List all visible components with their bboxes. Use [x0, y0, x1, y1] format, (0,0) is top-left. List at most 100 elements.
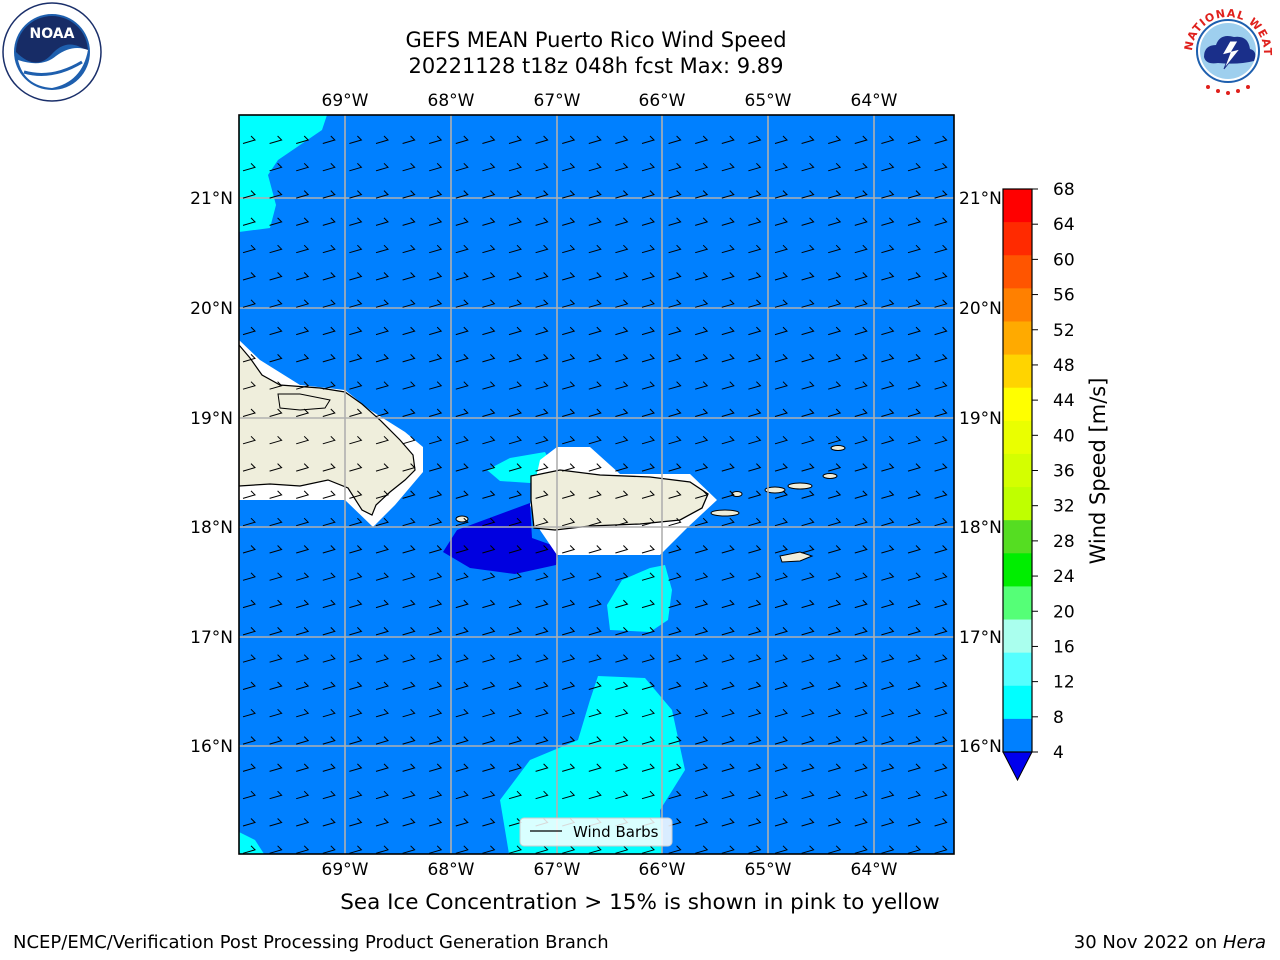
wind-barb — [615, 463, 629, 472]
wind-barb — [748, 572, 762, 581]
wind-barb — [588, 217, 602, 226]
wind-barb — [349, 190, 363, 199]
wind-barb — [881, 599, 895, 609]
wind-barb — [641, 627, 655, 636]
wind-barb — [375, 435, 389, 445]
colorbar-level — [1003, 553, 1032, 588]
wind-barb — [615, 490, 629, 499]
wind-barb — [854, 354, 868, 363]
wind-barb — [322, 135, 336, 144]
wind-barb — [349, 272, 363, 281]
wind-barb — [641, 736, 655, 745]
wind-barb — [854, 572, 868, 581]
map-subtitle: 20221128 t18z 048h fcst Max: 9.89 — [408, 54, 784, 78]
wind-barb — [695, 654, 709, 663]
wind-barb — [269, 763, 283, 772]
colorbar-level — [1003, 420, 1032, 455]
wind-barb — [828, 790, 842, 800]
wind-barb — [508, 845, 522, 854]
wind-barb — [296, 627, 310, 636]
wind-barb — [455, 545, 469, 554]
colorbar-level — [1003, 586, 1032, 621]
wind-barb — [296, 244, 310, 254]
wind-barb — [748, 818, 762, 827]
wind-barb — [508, 408, 522, 417]
wind-barb — [375, 627, 389, 636]
wind-barb — [375, 763, 389, 772]
wind-barb — [508, 217, 522, 226]
wind-barb — [562, 572, 576, 581]
wind-barb — [854, 545, 868, 554]
wind-barb — [774, 845, 788, 854]
wind-barb — [535, 545, 549, 554]
wind-barb — [242, 708, 256, 718]
wind-barb — [375, 408, 389, 417]
wind-barb — [721, 463, 735, 472]
wind-barb — [695, 326, 709, 336]
wind-barb — [588, 244, 602, 254]
wind-barb — [269, 354, 283, 363]
wind-barb — [641, 272, 655, 281]
wind-barb — [721, 244, 735, 254]
wind-barb — [296, 408, 310, 417]
wind-barb — [535, 654, 549, 663]
wind-barb — [907, 299, 921, 308]
wind-barb — [641, 599, 655, 609]
colorbar-level — [1003, 453, 1032, 488]
wind-barb — [721, 490, 735, 499]
wind-barb — [429, 326, 443, 336]
wind-barb — [641, 763, 655, 772]
wind-barb — [854, 326, 868, 336]
wind-barb — [748, 463, 762, 472]
wind-barb — [907, 381, 921, 390]
wind-barb — [934, 763, 948, 772]
wind-barb — [508, 490, 522, 499]
wind-barb — [455, 354, 469, 363]
nws-logo-icon: NATIONAL WEATHER SERVICE — [1178, 1, 1276, 99]
wind-barb — [615, 190, 629, 199]
wind-barb — [828, 354, 842, 363]
colorbar-tick-label: 12 — [1053, 673, 1075, 693]
wind-barb — [774, 135, 788, 144]
wind-contour-northwest — [239, 115, 327, 232]
lat-label: 17°N — [959, 628, 1002, 648]
wind-barb — [854, 244, 868, 254]
wind-barb — [429, 244, 443, 254]
wind-barb — [641, 654, 655, 663]
wind-barb — [482, 599, 496, 609]
wind-barb — [934, 627, 948, 636]
wind-barb — [695, 217, 709, 226]
wind-barb — [668, 517, 682, 527]
wind-barb — [269, 244, 283, 254]
wind-barb — [429, 845, 443, 854]
wind-barb — [429, 654, 443, 663]
wind-barb — [402, 517, 416, 527]
small-islands — [455, 445, 846, 563]
wind-barb — [881, 299, 895, 308]
wind-barb — [854, 435, 868, 445]
wind-barb — [641, 490, 655, 499]
wind-barb — [455, 517, 469, 527]
wind-barb — [242, 654, 256, 663]
wind-barb — [588, 326, 602, 336]
wind-barb — [349, 790, 363, 800]
wind-barb — [588, 162, 602, 172]
wind-barb — [508, 627, 522, 636]
wind-barb — [429, 381, 443, 390]
wind-barb — [322, 517, 336, 527]
wind-barb — [269, 627, 283, 636]
wind-barb — [535, 326, 549, 336]
wind-barb — [269, 845, 283, 854]
wind-barb — [801, 354, 815, 363]
lat-label: 18°N — [190, 518, 233, 538]
wind-barb — [296, 599, 310, 609]
wind-barb — [907, 845, 921, 854]
wind-barb — [242, 244, 256, 254]
wind-barb — [242, 736, 256, 745]
wind-barb — [482, 217, 496, 226]
wind-barb — [296, 135, 310, 144]
wind-barb — [721, 217, 735, 226]
colorbar-level — [1003, 619, 1032, 654]
wind-barb — [721, 162, 735, 172]
wind-barb — [801, 190, 815, 199]
